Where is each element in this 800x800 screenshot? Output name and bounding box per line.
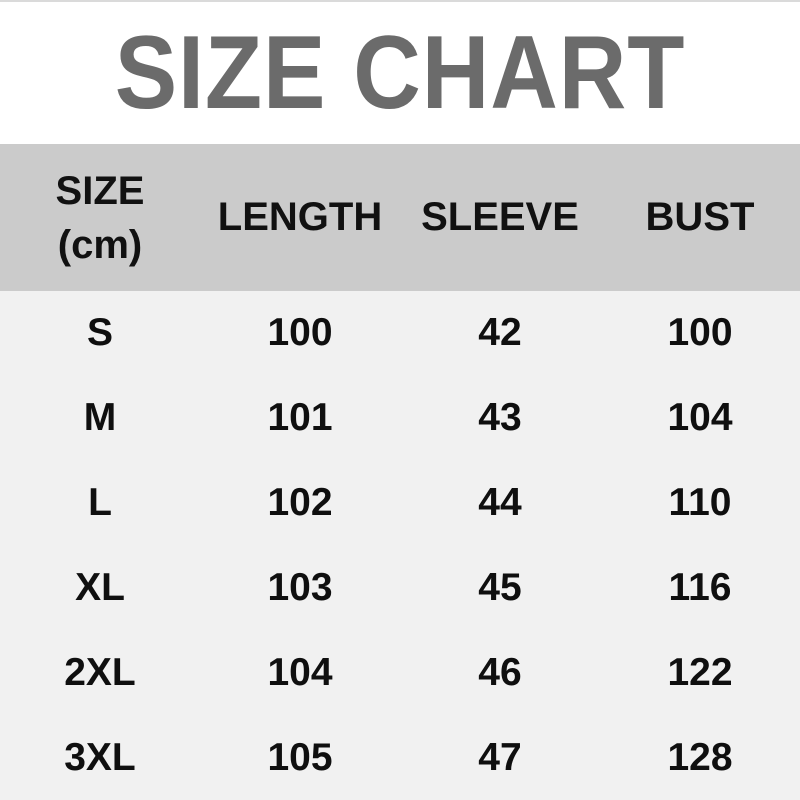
bust-cell: 110 [668,481,732,525]
column-header-size: SIZE (cm) [0,164,200,272]
size-cell: XL [75,565,125,609]
column-header-size-label: SIZE [55,168,145,213]
column-header-bust: BUST [645,195,755,239]
table-row: 2XL 104 46 122 [0,630,800,715]
sleeve-cell: 43 [478,396,522,440]
length-cell: 103 [267,565,333,609]
size-cell: L [88,481,112,525]
sleeve-cell: 47 [478,735,522,779]
column-header-length: LENGTH [217,195,383,239]
length-cell: 100 [267,311,333,355]
bust-cell: 128 [667,735,733,779]
length-cell: 102 [267,481,333,525]
table-row: 3XL 105 47 128 [0,715,800,800]
bust-cell: 122 [667,650,733,694]
table-row: M 101 43 104 [0,376,800,461]
table-row: L 102 44 110 [0,461,800,546]
sleeve-cell: 44 [478,481,522,525]
size-cell: M [83,396,117,440]
bust-cell: 104 [667,396,733,440]
sleeve-cell: 45 [478,565,522,609]
sleeve-cell: 46 [478,650,522,694]
length-cell: 101 [267,396,333,440]
size-cell: S [86,311,113,355]
table-header-row: SIZE (cm) LENGTH SLEEVE BUST [0,144,800,291]
top-divider [0,0,800,2]
length-cell: 105 [267,735,333,779]
bust-cell: 100 [667,311,733,355]
table-body: S 100 42 100 M 101 43 104 L 102 44 110 X… [0,291,800,800]
size-cell: 3XL [64,735,136,779]
table-row: XL 103 45 116 [0,545,800,630]
bust-cell: 116 [668,565,732,609]
sleeve-cell: 42 [478,311,522,355]
table-row: S 100 42 100 [0,291,800,376]
page-title: SIZE CHART [114,15,686,131]
length-cell: 104 [267,650,333,694]
title-area: SIZE CHART [0,2,800,144]
column-header-unit-label: (cm) [57,222,143,267]
size-cell: 2XL [64,650,136,694]
column-header-sleeve: SLEEVE [421,195,579,239]
